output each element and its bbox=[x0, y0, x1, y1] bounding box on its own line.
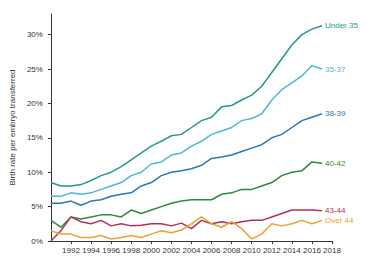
svg-text:2010: 2010 bbox=[243, 246, 261, 255]
svg-text:Under 35: Under 35 bbox=[325, 21, 358, 30]
svg-text:2014: 2014 bbox=[283, 246, 301, 255]
svg-text:15%: 15% bbox=[27, 133, 43, 142]
svg-text:2002: 2002 bbox=[162, 246, 180, 255]
svg-text:40-42: 40-42 bbox=[325, 159, 346, 168]
svg-text:38-39: 38-39 bbox=[325, 109, 346, 118]
svg-text:Over 44: Over 44 bbox=[325, 216, 354, 225]
svg-text:2006: 2006 bbox=[203, 246, 221, 255]
svg-text:25%: 25% bbox=[27, 65, 43, 74]
svg-text:2018: 2018 bbox=[323, 246, 341, 255]
svg-text:2016: 2016 bbox=[303, 246, 321, 255]
svg-text:1992: 1992 bbox=[62, 246, 80, 255]
svg-text:35-37: 35-37 bbox=[325, 65, 346, 74]
svg-text:1998: 1998 bbox=[122, 246, 140, 255]
svg-text:2008: 2008 bbox=[223, 246, 241, 255]
svg-text:43-44: 43-44 bbox=[325, 206, 346, 215]
svg-text:2000: 2000 bbox=[142, 246, 160, 255]
svg-text:10%: 10% bbox=[27, 168, 43, 177]
svg-text:20%: 20% bbox=[27, 99, 43, 108]
svg-text:Birth rate per embryo transfer: Birth rate per embryo transferred bbox=[8, 69, 17, 185]
svg-text:0%: 0% bbox=[31, 237, 43, 246]
svg-text:1994: 1994 bbox=[82, 246, 100, 255]
svg-text:2012: 2012 bbox=[263, 246, 281, 255]
svg-text:30%: 30% bbox=[27, 30, 43, 39]
svg-text:5%: 5% bbox=[31, 202, 43, 211]
svg-text:2004: 2004 bbox=[183, 246, 201, 255]
svg-text:1996: 1996 bbox=[102, 246, 120, 255]
